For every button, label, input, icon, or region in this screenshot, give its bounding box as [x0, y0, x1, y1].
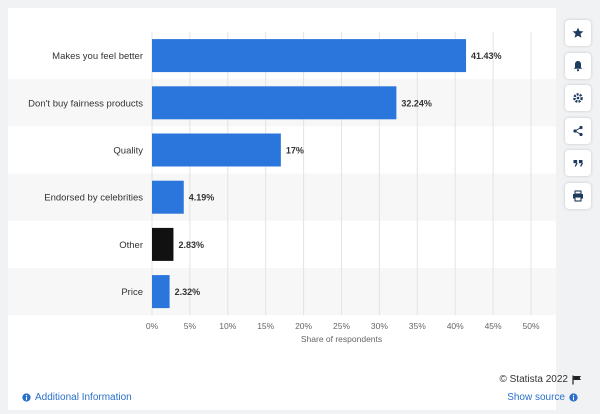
x-tick-label: 10% [219, 321, 236, 331]
bar[interactable] [152, 180, 184, 214]
bar[interactable] [152, 39, 467, 73]
x-tick-label: 35% [409, 321, 426, 331]
value-label: 2.83% [178, 240, 204, 250]
copyright: © Statista 2022 [499, 374, 582, 385]
x-tick-label: 25% [333, 321, 350, 331]
value-label: 4.19% [189, 193, 215, 203]
bell-icon [573, 60, 583, 71]
bar[interactable] [152, 133, 281, 167]
category-label: Don't buy fairness products [28, 98, 143, 109]
row-band [8, 220, 556, 268]
gear-icon [573, 93, 583, 103]
bar[interactable] [152, 86, 397, 120]
additional-information-label: Additional Information [35, 392, 132, 403]
value-label: 17% [286, 146, 304, 156]
show-source-link[interactable]: Show source [507, 392, 578, 403]
category-label: Quality [113, 146, 143, 157]
quote-icon [573, 160, 584, 168]
value-label: 2.32% [175, 287, 201, 297]
bar-chart: Makes you feel better Don't buy fairness … [8, 32, 556, 344]
info-icon [22, 393, 31, 402]
chart-toolbar [565, 20, 591, 216]
row-band [8, 173, 556, 221]
row-band [8, 126, 556, 174]
row-band [8, 268, 556, 316]
category-labels: Makes you feel better Don't buy fairness … [28, 51, 143, 298]
bar[interactable] [152, 227, 174, 261]
x-tick-label: 45% [485, 321, 502, 331]
category-label: Price [121, 287, 143, 298]
info-icon [569, 393, 578, 402]
x-tick-label: 50% [522, 321, 539, 331]
gridlines [151, 32, 532, 316]
share-icon [573, 125, 583, 136]
category-label: Other [119, 240, 143, 251]
category-label: Makes you feel better [52, 51, 143, 62]
settings-button[interactable] [565, 85, 591, 112]
x-axis-title: Share of respondents [301, 334, 382, 344]
notification-button[interactable] [565, 52, 591, 79]
x-tick-label: 0% [146, 321, 159, 331]
star-icon [572, 27, 584, 38]
value-labels: 41.43% 32.24% 17% 4.19% 2.83% 2.32% [175, 51, 502, 297]
value-label: 41.43% [471, 51, 502, 61]
share-button[interactable] [565, 117, 591, 144]
x-tick-label: 30% [371, 321, 388, 331]
category-label: Endorsed by celebrities [44, 193, 143, 204]
additional-information-link[interactable]: Additional Information [22, 392, 132, 403]
x-tick-label: 40% [447, 321, 464, 331]
x-tick-label: 20% [295, 321, 312, 331]
print-icon [573, 190, 583, 202]
value-label: 32.24% [401, 98, 432, 108]
x-tick-labels: 0% 5% 10% 15% 20% 25% 30% 35% 40% 45% 50% [146, 321, 540, 331]
row-bands [8, 32, 556, 316]
copyright-text: © Statista 2022 [499, 374, 568, 385]
chart-card: Makes you feel better Don't buy fairness … [8, 8, 556, 410]
bar[interactable] [152, 275, 170, 309]
flag-icon [572, 375, 581, 384]
show-source-label: Show source [507, 392, 565, 403]
x-tick-label: 15% [257, 321, 274, 331]
bars [152, 39, 467, 309]
print-button[interactable] [565, 182, 591, 209]
x-tick-label: 5% [184, 321, 197, 331]
cite-button[interactable] [565, 150, 591, 177]
favorite-button[interactable] [565, 20, 591, 46]
